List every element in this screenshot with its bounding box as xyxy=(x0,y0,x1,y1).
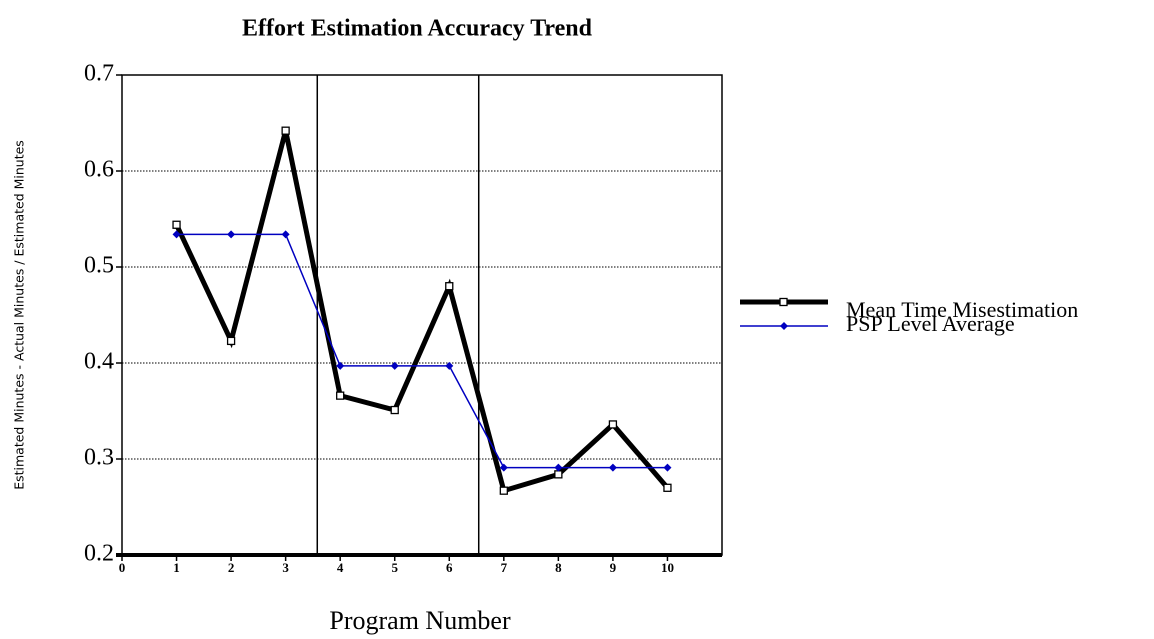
legend-label: PSP Level Average xyxy=(846,311,1015,336)
x-tick-label: 8 xyxy=(555,560,562,575)
x-tick-label: 10 xyxy=(661,560,674,575)
chart-title: Effort Estimation Accuracy Trend xyxy=(242,16,593,42)
point-marker xyxy=(390,405,399,415)
y-tick-label: 0.5 xyxy=(84,253,114,279)
point-marker xyxy=(554,463,563,472)
point-marker xyxy=(663,463,672,472)
x-tick-label: 1 xyxy=(173,560,180,575)
point-marker xyxy=(226,336,236,346)
x-tick-label: 5 xyxy=(391,560,398,575)
point-marker xyxy=(227,230,236,239)
x-tick-label: 4 xyxy=(337,560,344,575)
point-marker xyxy=(608,463,617,472)
x-tick-label: 0 xyxy=(119,560,126,575)
point-marker xyxy=(390,361,399,370)
y-tick-label: 0.7 xyxy=(84,61,114,87)
point-marker xyxy=(445,282,454,291)
point-marker xyxy=(608,420,618,429)
point-marker xyxy=(499,463,508,472)
legend-marker xyxy=(780,322,788,330)
point-marker xyxy=(499,486,508,495)
x-tick-label: 2 xyxy=(228,560,235,575)
y-tick-label: 0.4 xyxy=(84,349,114,375)
y-tick-label: 0.6 xyxy=(84,157,114,183)
legend-label: Mean Time Misestimation xyxy=(846,297,1078,322)
x-tick-label: 7 xyxy=(501,560,508,575)
y-axis-label: Estimated Minutes - Actual Minutes / Est… xyxy=(12,140,27,490)
point-marker xyxy=(336,361,345,370)
x-tick-label: 6 xyxy=(446,560,453,575)
point-marker xyxy=(281,126,290,135)
x-axis-label: Program Number xyxy=(329,606,511,635)
x-tick-label: 9 xyxy=(610,560,617,575)
point-marker xyxy=(554,470,563,479)
plot-frame xyxy=(121,74,723,556)
y-tick-label: 0.2 xyxy=(84,541,114,567)
x-tick-label: 3 xyxy=(282,560,289,575)
point-marker xyxy=(172,220,181,229)
series-line xyxy=(176,233,668,469)
point-marker xyxy=(663,483,672,492)
point-marker xyxy=(336,391,345,400)
point-marker xyxy=(172,230,181,239)
y-tick-label: 0.3 xyxy=(84,445,114,471)
point-marker xyxy=(445,361,454,370)
series-line xyxy=(174,130,670,494)
legend-marker xyxy=(779,297,788,307)
point-marker xyxy=(281,230,290,239)
